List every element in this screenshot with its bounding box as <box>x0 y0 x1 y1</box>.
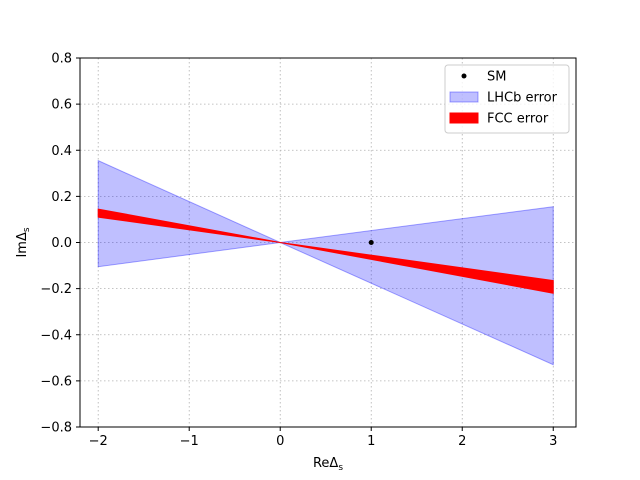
x-tick-label: −1 <box>180 434 199 449</box>
lhcb-error-band <box>97 159 554 366</box>
sm-point <box>368 240 374 245</box>
x-tick-label: 3 <box>549 434 557 449</box>
fcc-error-band <box>97 208 554 294</box>
y-tick-label: −0.2 <box>40 282 72 297</box>
y-tick-label: 0.8 <box>51 52 72 67</box>
y-tick-label: 0.0 <box>51 236 72 251</box>
x-axis-label: ReΔs <box>313 456 343 473</box>
y-tick-label: −0.4 <box>40 328 72 343</box>
y-tick-label: 0.4 <box>51 144 72 159</box>
x-tick-label: 2 <box>458 434 466 449</box>
y-axis-label: ImΔs <box>15 227 32 257</box>
legend-marker-sm <box>461 73 467 79</box>
x-tick-label: 1 <box>367 434 375 449</box>
legend-label-sm: SM <box>487 70 506 85</box>
y-tick-label: −0.6 <box>40 374 72 389</box>
y-tick-label: 0.6 <box>51 98 72 113</box>
y-tick-label: −0.8 <box>40 421 72 436</box>
legend: SM LHCb error FCC error <box>444 64 570 134</box>
y-tick-label: 0.2 <box>51 190 72 205</box>
legend-label-fcc-error: FCC error <box>487 112 549 127</box>
plot-area <box>97 159 554 366</box>
x-tick-label: 0 <box>276 434 284 449</box>
legend-label-lhcb-error: LHCb error <box>487 91 558 106</box>
legend-swatch-lhcb-error <box>449 91 479 103</box>
axis-ticks: −2 −1 0 1 2 3 −0.8 −0.6 −0.4 −0.2 0.0 0.2 0.4 0.6 0.8 <box>40 52 557 450</box>
legend-swatch-fcc-error <box>449 112 479 124</box>
x-tick-label: −2 <box>89 434 108 449</box>
